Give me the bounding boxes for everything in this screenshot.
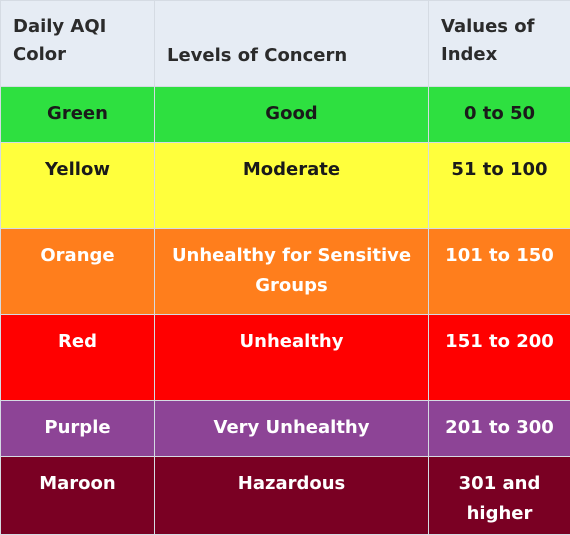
- concern-level-cell: Good: [155, 87, 429, 143]
- index-range-cell: 301 and higher: [429, 457, 570, 535]
- table-row: Yellow Moderate 51 to 100: [1, 143, 570, 229]
- aqi-color-cell: Maroon: [1, 457, 155, 535]
- concern-level-cell: Very Unhealthy: [155, 401, 429, 457]
- table-row: Green Good 0 to 50: [1, 87, 570, 143]
- header-color: Daily AQI Color: [1, 1, 155, 87]
- aqi-color-cell: Orange: [1, 229, 155, 315]
- aqi-color-cell: Purple: [1, 401, 155, 457]
- index-range-cell: 151 to 200: [429, 315, 570, 401]
- index-range-cell: 0 to 50: [429, 87, 570, 143]
- table-row: Purple Very Unhealthy 201 to 300: [1, 401, 570, 457]
- aqi-color-cell: Yellow: [1, 143, 155, 229]
- header-row: Daily AQI Color Levels of Concern Values…: [1, 1, 570, 87]
- header-concern: Levels of Concern: [155, 1, 429, 87]
- concern-level-cell: Hazardous: [155, 457, 429, 535]
- aqi-color-cell: Red: [1, 315, 155, 401]
- aqi-color-cell: Green: [1, 87, 155, 143]
- concern-level-cell: Moderate: [155, 143, 429, 229]
- header-values: Values of Index: [429, 1, 570, 87]
- table-row: Red Unhealthy 151 to 200: [1, 315, 570, 401]
- table-row: Maroon Hazardous 301 and higher: [1, 457, 570, 535]
- concern-level-cell: Unhealthy: [155, 315, 429, 401]
- index-range-cell: 201 to 300: [429, 401, 570, 457]
- concern-level-cell: Unhealthy for Sensitive Groups: [155, 229, 429, 315]
- index-range-cell: 51 to 100: [429, 143, 570, 229]
- table-row: Orange Unhealthy for Sensitive Groups 10…: [1, 229, 570, 315]
- index-range-cell: 101 to 150: [429, 229, 570, 315]
